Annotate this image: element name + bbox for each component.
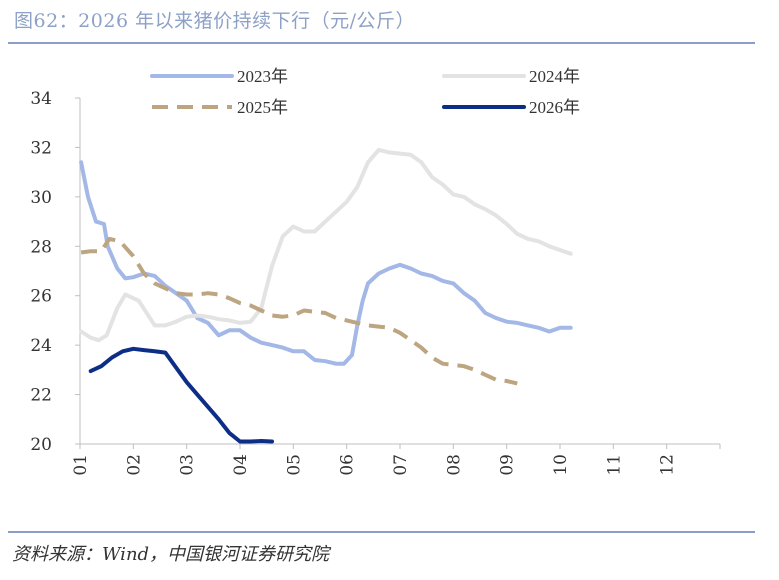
y-tick-label: 20 <box>30 435 52 455</box>
y-tick-label: 28 <box>30 237 52 257</box>
x-tick-label: 12 <box>658 454 678 476</box>
x-tick-label: 04 <box>231 454 251 476</box>
x-tick-label: 02 <box>124 454 144 476</box>
legend-label-2026: 2026年 <box>529 98 580 117</box>
y-tick-label: 30 <box>30 188 52 208</box>
chart-legend: 2023年 2024年 2025年 2026年 <box>150 67 580 117</box>
chart-axes: 20 22 24 26 28 30 32 34 01 02 03 04 05 06 07 08 09 10 11 12 <box>30 89 721 476</box>
x-tick-label: 07 <box>391 454 411 476</box>
y-tick-label: 26 <box>30 287 52 307</box>
chart-series <box>79 147 573 444</box>
y-tick-label: 34 <box>30 89 52 109</box>
x-tick-label: 08 <box>444 454 464 476</box>
x-tick-label: 11 <box>604 454 624 476</box>
y-tick-label: 22 <box>30 386 52 406</box>
x-tick-label: 09 <box>498 454 518 476</box>
top-rule <box>8 42 755 44</box>
y-tick-label: 24 <box>30 336 52 356</box>
x-tick-label: 03 <box>178 454 198 476</box>
legend-label-2023: 2023年 <box>237 67 288 86</box>
series-line-2024 <box>79 147 573 343</box>
series-line-2023 <box>79 160 573 366</box>
x-tick-label: 01 <box>71 454 91 476</box>
x-tick-label: 06 <box>338 454 358 476</box>
legend-label-2025: 2025年 <box>237 98 288 117</box>
legend-label-2024: 2024年 <box>529 67 580 86</box>
x-tick-label: 05 <box>284 454 304 476</box>
bottom-rule <box>8 531 755 533</box>
x-tick-label: 10 <box>551 454 571 476</box>
series-line-2025 <box>80 236 518 386</box>
series-line-2026 <box>88 346 274 444</box>
figure-title: 图62：2026 年以来猪价持续下行（元/公斤） <box>14 10 415 32</box>
source-note: 资料来源：Wind，中国银河证券研究院 <box>12 544 330 565</box>
y-tick-label: 32 <box>30 138 52 158</box>
